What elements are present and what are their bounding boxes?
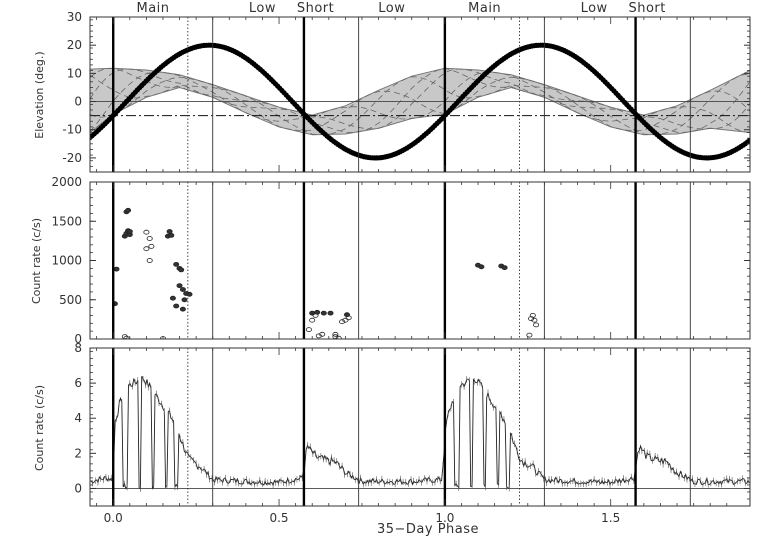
countrate-point xyxy=(166,229,173,234)
countrate-point xyxy=(335,335,342,339)
countrate-middle-boundaries-group xyxy=(112,182,691,339)
countrate-point xyxy=(169,295,176,301)
ytick-label: 30 xyxy=(67,10,82,24)
countrate-point xyxy=(181,297,188,303)
countrate-point xyxy=(113,266,120,272)
countrate-middle-plot-area xyxy=(111,182,691,339)
countrate-bottom-plot-area xyxy=(90,348,750,506)
countrate-point xyxy=(148,243,155,249)
elevation-boundaries-group xyxy=(112,17,691,172)
countrate-point xyxy=(126,229,133,234)
countrate-point xyxy=(123,335,130,339)
countrate-point xyxy=(339,319,346,325)
countrate-lightcurve xyxy=(90,376,750,490)
countrate-point xyxy=(526,332,533,338)
ytick-label: 2000 xyxy=(51,175,82,189)
elevation-frame xyxy=(89,16,751,173)
xtick-label: 0.0 xyxy=(104,511,123,525)
countrate-point xyxy=(173,261,180,267)
countrate-points-group xyxy=(111,207,540,339)
countrate-point xyxy=(305,327,312,333)
phase-xticks: 0.0 0.5 1.0 1.5 xyxy=(96,17,728,525)
countrate-point xyxy=(179,287,186,292)
xtick-label: 1.5 xyxy=(601,511,620,525)
countrate-point xyxy=(125,207,132,213)
ytick-label: 0 xyxy=(74,332,82,346)
elevation-plot-area xyxy=(90,17,750,172)
countrate-point xyxy=(143,229,150,235)
countrate-point xyxy=(146,236,153,241)
countrate-point xyxy=(332,331,339,337)
state-label: Main xyxy=(468,1,501,16)
countrate-point xyxy=(314,309,321,315)
ytick-label: 6 xyxy=(74,376,82,390)
countrate-bottom-boundaries-group xyxy=(112,348,691,506)
countrate-point xyxy=(342,317,349,323)
countrate-point xyxy=(168,232,175,238)
state-label: Main xyxy=(136,1,169,16)
countrate-point xyxy=(327,310,334,316)
ytick-label: -10 xyxy=(62,123,82,137)
state-label: Short xyxy=(297,1,334,16)
ytick-label: 0 xyxy=(74,481,82,495)
countrate-point xyxy=(343,312,350,318)
state-label: Low xyxy=(249,1,276,16)
ytick-label: 1000 xyxy=(51,254,82,268)
ytick-label: 8 xyxy=(74,341,82,355)
countrate-bottom-ylabel: Count rate (c/s) xyxy=(33,385,46,471)
countrate-point xyxy=(146,258,153,263)
countrate-point xyxy=(173,303,180,309)
countrate-point xyxy=(319,331,326,337)
elevation-ylabel: Elevation (deg.) xyxy=(33,51,46,138)
countrate-point xyxy=(501,265,508,271)
state-label: Low xyxy=(581,1,608,16)
ytick-label: 10 xyxy=(67,66,82,80)
ytick-label: 1500 xyxy=(51,214,82,228)
countrate-point xyxy=(179,306,186,312)
xtick-label: 0.5 xyxy=(269,511,288,525)
ytick-label: 0 xyxy=(74,95,82,109)
countrate-point xyxy=(533,322,540,328)
elevation-point xyxy=(747,137,750,143)
state-labels: Main Low Short Low Main Low Short xyxy=(136,1,665,16)
countrate-bottom-frame xyxy=(89,347,751,507)
countrate-middle-ylabel: Count rate (c/s) xyxy=(30,218,43,304)
countrate-point xyxy=(178,267,185,273)
elevation-inner-curve xyxy=(90,76,750,131)
countrate-point xyxy=(309,317,316,323)
state-label: Low xyxy=(378,1,405,16)
countrate-middle-frame xyxy=(89,181,751,340)
countrate-point xyxy=(176,283,183,289)
elevation-inner-curve xyxy=(90,71,750,133)
countrate-point xyxy=(478,264,485,270)
phase-xlabel: 35−Day Phase xyxy=(377,522,479,537)
countrate-point xyxy=(143,246,150,252)
countrate-point xyxy=(529,312,536,318)
countrate-middle-yticks: 2000 1500 1000 500 0 xyxy=(51,175,750,346)
elevation-series-group xyxy=(90,42,750,161)
countrate-point xyxy=(320,310,327,316)
ytick-label: 4 xyxy=(74,411,82,425)
ytick-label: -20 xyxy=(62,151,82,165)
countrate-panel-middle: 2000 1500 1000 500 0 Count rate (c/s) xyxy=(30,175,751,346)
xtick-label: 1.0 xyxy=(435,511,454,525)
ytick-label: 20 xyxy=(67,38,82,52)
countrate-lightcurve-group xyxy=(90,375,750,492)
elevation-panel: 30 20 10 0 -10 -20 Elevation (deg.) Main Low Sh… xyxy=(33,1,751,173)
countrate-point xyxy=(309,310,316,316)
countrate-bottom-yticks: 8 6 4 2 0 xyxy=(74,341,750,507)
ytick-label: 2 xyxy=(74,446,82,460)
countrate-point xyxy=(531,317,538,323)
state-label: Short xyxy=(628,1,665,16)
ytick-label: 500 xyxy=(59,293,82,307)
elevation-yticks: 30 20 10 0 -10 -20 xyxy=(62,10,750,173)
